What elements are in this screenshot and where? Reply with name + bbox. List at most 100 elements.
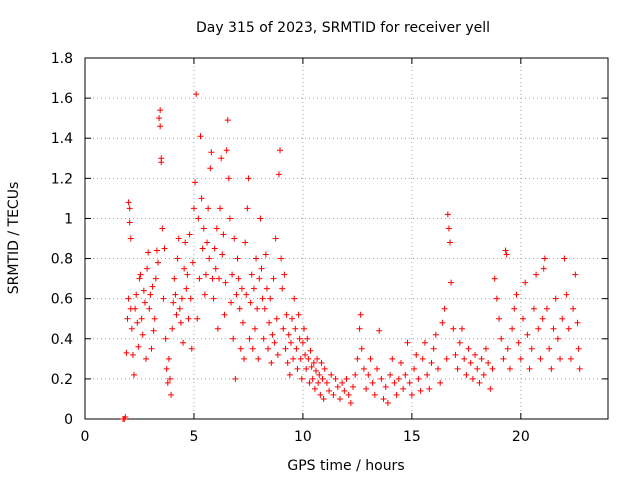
data-point: [358, 345, 365, 352]
data-point: [352, 371, 359, 378]
data-point: [209, 275, 216, 282]
data-point: [326, 387, 333, 394]
data-point: [207, 165, 214, 172]
data-point: [280, 325, 287, 332]
data-point: [212, 265, 219, 272]
data-point: [216, 275, 223, 282]
data-point: [279, 285, 286, 292]
data-point: [256, 275, 263, 282]
data-point: [306, 379, 313, 386]
data-point: [354, 355, 361, 362]
data-point: [141, 299, 148, 306]
y-tick-label: 0.4: [51, 332, 73, 348]
data-point: [172, 291, 179, 298]
data-point: [180, 339, 187, 346]
data-point: [491, 275, 498, 282]
data-point: [487, 385, 494, 392]
data-point: [482, 345, 489, 352]
data-point: [548, 365, 555, 372]
data-point: [122, 413, 129, 420]
data-point: [485, 359, 492, 366]
data-point: [129, 351, 136, 358]
data-point: [341, 387, 348, 394]
data-point: [211, 245, 218, 252]
data-point: [476, 379, 483, 386]
data-point: [561, 255, 568, 262]
data-point: [543, 305, 550, 312]
data-point: [546, 345, 553, 352]
y-tick-label: 1.6: [51, 91, 73, 107]
data-point: [223, 147, 230, 154]
data-point: [511, 305, 518, 312]
data-point: [250, 285, 257, 292]
data-point: [245, 175, 252, 182]
data-point: [195, 215, 202, 222]
data-point: [145, 249, 152, 256]
data-point: [315, 379, 322, 386]
data-point: [498, 335, 505, 342]
data-point: [219, 251, 226, 258]
data-point: [567, 355, 574, 362]
data-point: [160, 295, 167, 302]
data-point: [164, 379, 171, 386]
data-point: [198, 195, 205, 202]
data-point: [126, 205, 133, 212]
data-point: [126, 219, 133, 226]
data-point: [247, 299, 254, 306]
data-point: [472, 351, 479, 358]
data-point: [189, 259, 196, 266]
data-point: [408, 391, 415, 398]
data-point: [278, 255, 285, 262]
data-point: [193, 91, 200, 98]
data-point: [389, 355, 396, 362]
data-point: [205, 205, 212, 212]
data-point: [171, 275, 178, 282]
data-point: [419, 355, 426, 362]
data-point: [445, 225, 452, 232]
data-point: [520, 315, 527, 322]
data-point: [515, 339, 522, 346]
data-point: [208, 149, 215, 156]
data-point: [237, 345, 244, 352]
data-point: [506, 365, 513, 372]
data-point: [224, 117, 231, 124]
data-point: [323, 379, 330, 386]
data-point: [576, 365, 583, 372]
data-point: [136, 275, 143, 282]
data-point: [312, 367, 319, 374]
data-point: [321, 365, 328, 372]
data-point: [404, 339, 411, 346]
data-point: [197, 133, 204, 140]
data-point: [148, 345, 155, 352]
data-point: [496, 315, 503, 322]
data-point: [254, 305, 261, 312]
data-point: [284, 359, 291, 366]
data-point: [183, 285, 190, 292]
data-point: [169, 325, 176, 332]
data-points: [120, 91, 583, 422]
data-point: [260, 335, 267, 342]
data-point: [200, 225, 207, 232]
data-point: [452, 351, 459, 358]
data-point: [299, 339, 306, 346]
data-point: [214, 325, 221, 332]
data-point: [302, 351, 309, 358]
data-point: [144, 265, 151, 272]
data-point: [365, 371, 372, 378]
data-point: [570, 305, 577, 312]
data-point: [125, 295, 132, 302]
data-point: [286, 371, 293, 378]
data-point: [184, 271, 191, 278]
data-point: [257, 215, 264, 222]
data-point: [236, 305, 243, 312]
x-tick-label: 20: [512, 429, 530, 445]
data-point: [456, 339, 463, 346]
data-point: [530, 305, 537, 312]
data-point: [185, 315, 192, 322]
data-point: [165, 355, 172, 362]
data-point: [251, 325, 258, 332]
grid: [85, 58, 608, 419]
data-point: [204, 239, 211, 246]
data-point: [478, 355, 485, 362]
y-tick-label: 0.2: [51, 372, 73, 388]
